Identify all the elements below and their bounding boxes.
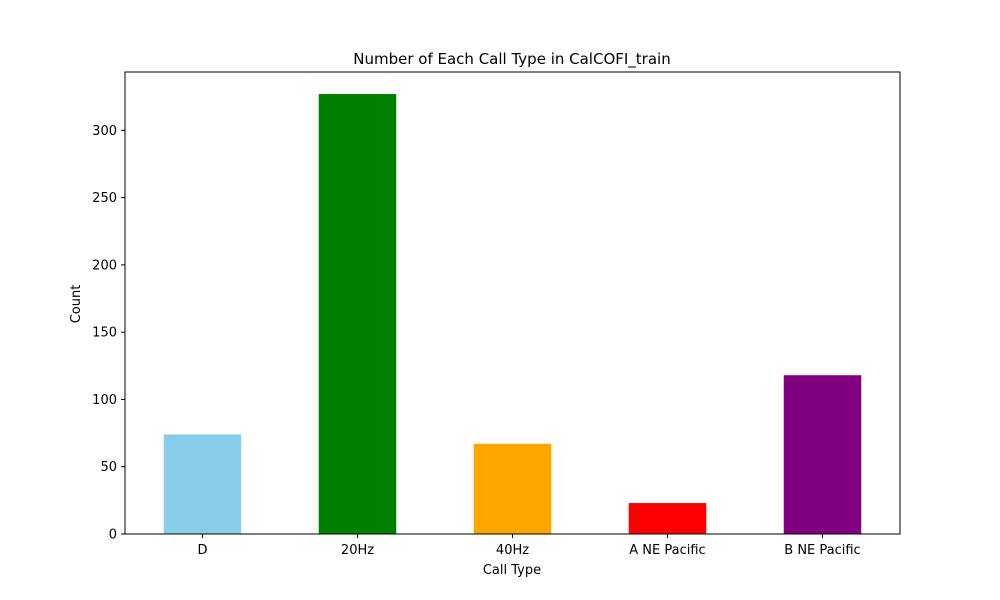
bar-a-ne-pacific — [628, 503, 707, 534]
y-axis-label: Count — [69, 285, 84, 324]
x-tick-label: 20Hz — [341, 543, 374, 558]
bar-d — [163, 434, 242, 534]
y-tick-label: 100 — [92, 393, 117, 408]
bars-group — [163, 94, 862, 534]
y-tick-label: 50 — [100, 460, 117, 475]
bar-20hz — [318, 94, 397, 534]
bar-b-ne-pacific — [783, 375, 862, 534]
y-tick-label: 0 — [109, 528, 117, 543]
y-axis-ticks: 0 50 100 150 200 250 300 — [92, 124, 125, 543]
y-tick-label: 150 — [92, 326, 117, 341]
x-tick-label: B NE Pacific — [784, 543, 860, 558]
x-axis-ticks: D 20Hz 40Hz A NE Pacific B NE Pacific — [197, 534, 861, 558]
bar-40hz — [473, 443, 552, 534]
plot-area-frame — [124, 71, 901, 535]
y-tick-label: 250 — [92, 191, 117, 206]
x-axis-label: Call Type — [483, 563, 541, 578]
x-tick-label: 40Hz — [496, 543, 529, 558]
y-tick-label: 200 — [92, 258, 117, 273]
x-tick-label: D — [197, 543, 207, 558]
x-tick-label: A NE Pacific — [629, 543, 705, 558]
chart-title: Number of Each Call Type in CalCOFI_trai… — [353, 50, 670, 69]
y-tick-label: 300 — [92, 124, 117, 139]
